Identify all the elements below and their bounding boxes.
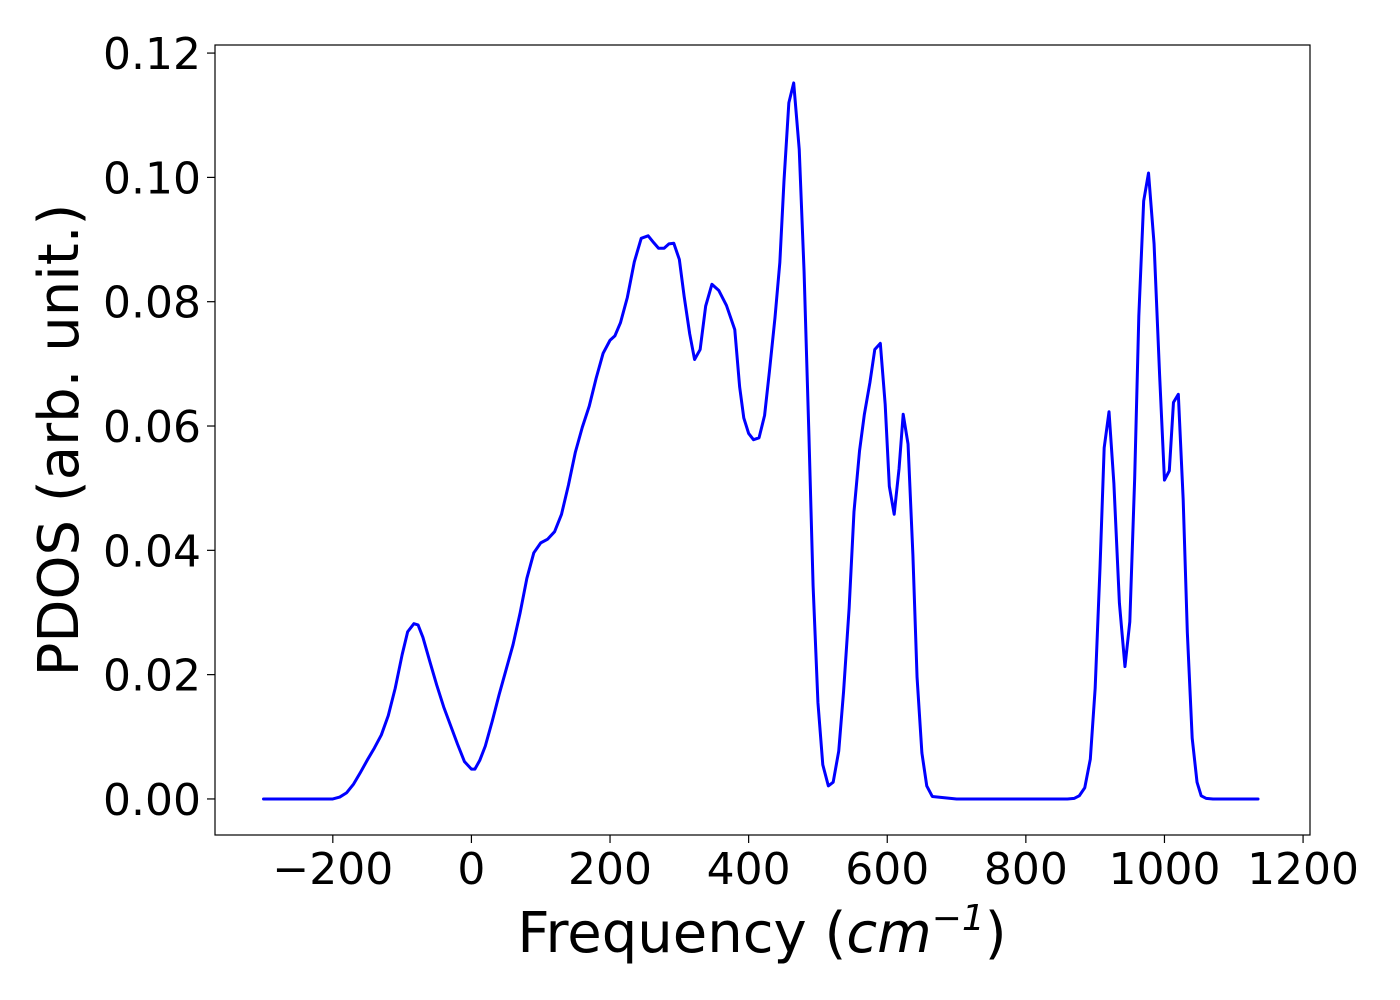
x-axis-unit-exponent: −1 xyxy=(932,898,985,939)
plot-frame xyxy=(214,44,1311,836)
x-tick-label: 0 xyxy=(457,844,485,895)
x-tick-label: 600 xyxy=(845,844,929,895)
x-tick-label: −200 xyxy=(272,844,393,895)
x-axis-ticks: −200 0 200 400 600 800 1000 1200 xyxy=(272,835,1359,895)
y-tick-label: 0.12 xyxy=(103,29,201,80)
plot-area xyxy=(262,81,1260,801)
x-axis-title: Frequency (cm−1) xyxy=(517,898,1006,966)
y-tick-label: 0.04 xyxy=(103,526,201,577)
y-tick-label: 0.10 xyxy=(103,153,201,204)
y-axis-ticks: 0.00 0.02 0.04 0.06 0.08 0.10 0.12 xyxy=(103,29,215,826)
x-tick-label: 1200 xyxy=(1247,844,1359,895)
y-tick-label: 0.00 xyxy=(103,775,201,826)
series-line-0 xyxy=(262,81,1260,801)
x-tick-label: 1000 xyxy=(1108,844,1220,895)
y-axis-title: PDOS (arb. unit.) xyxy=(27,204,92,677)
x-tick-label: 200 xyxy=(568,844,652,895)
x-tick-label: 800 xyxy=(984,844,1068,895)
y-tick-label: 0.08 xyxy=(103,278,201,329)
y-tick-label: 0.06 xyxy=(103,402,201,453)
x-tick-label: 400 xyxy=(707,844,791,895)
y-tick-label: 0.02 xyxy=(103,651,201,702)
x-axis-unit: cm xyxy=(846,901,931,966)
x-axis-title-text: Frequency xyxy=(517,901,806,966)
